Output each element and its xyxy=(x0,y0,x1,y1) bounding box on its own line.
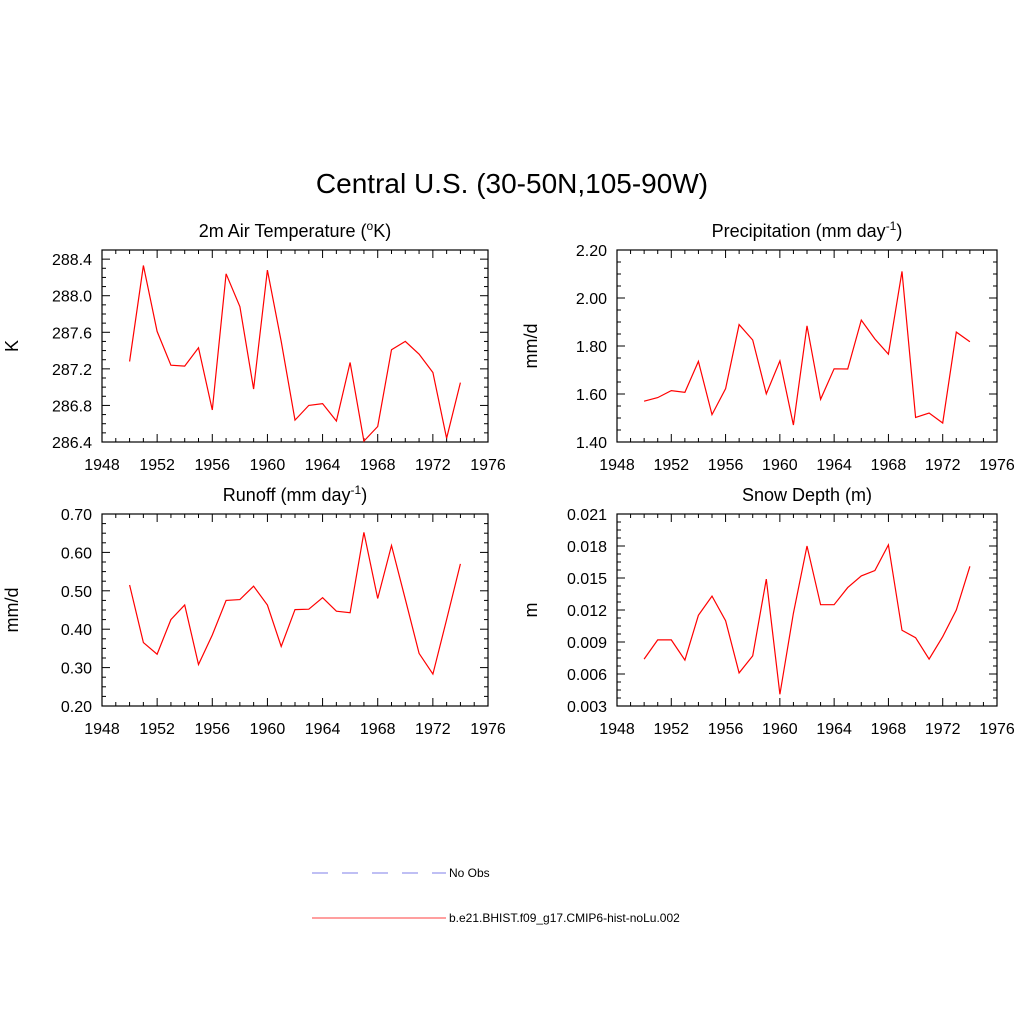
plot-frame xyxy=(616,513,998,707)
x-tick-label: 1952 xyxy=(653,721,689,738)
x-tick-label: 1948 xyxy=(599,457,635,474)
y-tick-label: 0.30 xyxy=(61,661,92,678)
series-line xyxy=(643,543,971,695)
panel-title: Snow Depth (m) xyxy=(742,485,872,505)
page-title: Central U.S. (30-50N,105-90W) xyxy=(315,168,709,199)
x-tick-label: 1960 xyxy=(762,721,798,738)
chart-air-temperature: 1948 1952 1956 1960 1964 1968 1972 1976 286.4 286… xyxy=(2,219,506,474)
legend-label-no-obs: No Obs xyxy=(449,866,490,880)
panel-title-main: Runoff (mm day xyxy=(223,485,351,505)
x-tick-label: 1960 xyxy=(762,457,798,474)
x-tick-label: 1972 xyxy=(925,721,961,738)
chart-precipitation: 1948 1952 1956 1960 1964 1968 1972 1976 1.40 1.60… xyxy=(521,219,1015,474)
y-axis-label: mm/d xyxy=(521,324,541,369)
y-axis-label: K xyxy=(2,340,22,352)
x-tick-label: 1964 xyxy=(816,721,852,738)
x-tick-label: 1964 xyxy=(305,457,341,474)
y-tick-label: 1.60 xyxy=(576,387,607,404)
x-tick-label: 1968 xyxy=(360,457,396,474)
y-tick-label: 287.6 xyxy=(52,325,92,342)
y-axis-label: mm/d xyxy=(2,588,22,633)
y-tick-label: 0.003 xyxy=(567,699,607,716)
y-tick-label: 1.40 xyxy=(576,435,607,452)
series-line xyxy=(643,271,971,426)
x-tick-label: 1968 xyxy=(871,721,907,738)
panel-title-end: ) xyxy=(896,221,902,241)
x-tick-label: 1956 xyxy=(708,721,744,738)
x-tick-label: 1976 xyxy=(470,457,506,474)
x-tick-label: 1960 xyxy=(250,721,286,738)
legend-label-model: b.e21.BHIST.f09_g17.CMIP6-hist-noLu.002 xyxy=(449,911,680,925)
y-tick-label: 2.00 xyxy=(576,291,607,308)
panel-title-superscript: -1 xyxy=(351,483,362,497)
x-tick-label: 1972 xyxy=(925,457,961,474)
x-tick-label: 1972 xyxy=(415,721,451,738)
y-tick-label: 288.0 xyxy=(52,289,92,306)
x-tick-label: 1952 xyxy=(653,457,689,474)
plot-frame xyxy=(101,249,489,443)
y-tick-label: 0.40 xyxy=(61,622,92,639)
chart-runoff: 1948 1952 1956 1960 1964 1968 1972 1976 0.20 0.30… xyxy=(2,483,506,738)
x-tick-label: 1956 xyxy=(194,457,230,474)
panel-title-main: Snow Depth (m) xyxy=(742,485,872,505)
x-tick-label: 1972 xyxy=(415,457,451,474)
y-tick-label: 0.021 xyxy=(567,507,607,524)
x-tick-label: 1964 xyxy=(816,457,852,474)
panel-title-superscript: -1 xyxy=(886,219,897,233)
y-tick-label: 286.8 xyxy=(52,398,92,415)
y-tick-label: 287.2 xyxy=(52,362,92,379)
panel-title-end: K) xyxy=(373,221,391,241)
x-tick-label: 1968 xyxy=(360,721,396,738)
x-tick-label: 1948 xyxy=(599,721,635,738)
x-tick-label: 1976 xyxy=(979,457,1015,474)
x-tick-label: 1968 xyxy=(871,457,907,474)
y-tick-label: 0.20 xyxy=(61,699,92,716)
y-tick-label: 0.006 xyxy=(567,667,607,684)
series-line xyxy=(129,265,461,443)
y-tick-label: 2.20 xyxy=(576,243,607,260)
x-tick-label: 1948 xyxy=(84,721,120,738)
x-tick-label: 1952 xyxy=(139,721,175,738)
y-tick-label: 0.50 xyxy=(61,584,92,601)
series-line xyxy=(129,532,461,676)
plot-frame xyxy=(616,249,998,443)
panel-title: Precipitation (mm day-1) xyxy=(712,219,903,241)
x-tick-label: 1948 xyxy=(84,457,120,474)
legend: No Obs b.e21.BHIST.f09_g17.CMIP6-hist-noL… xyxy=(312,866,680,925)
x-tick-label: 1964 xyxy=(305,721,341,738)
y-tick-label: 0.70 xyxy=(61,507,92,524)
y-tick-label: 0.015 xyxy=(567,571,607,588)
y-tick-label: 288.4 xyxy=(52,252,92,269)
y-axis-label: m xyxy=(521,603,541,618)
y-tick-label: 0.009 xyxy=(567,635,607,652)
x-tick-label: 1976 xyxy=(470,721,506,738)
y-tick-label: 0.018 xyxy=(567,539,607,556)
panel-title-end: ) xyxy=(361,485,367,505)
panel-title-main: Precipitation (mm day xyxy=(712,221,886,241)
y-tick-label: 1.80 xyxy=(576,339,607,356)
x-tick-label: 1960 xyxy=(250,457,286,474)
panel-title: 2m Air Temperature (oK) xyxy=(199,219,391,241)
x-tick-label: 1952 xyxy=(139,457,175,474)
y-tick-label: 0.60 xyxy=(61,545,92,562)
y-tick-label: 0.012 xyxy=(567,603,607,620)
panel-title: Runoff (mm day-1) xyxy=(223,483,367,505)
panel-title-superscript: o xyxy=(367,219,374,233)
x-tick-label: 1956 xyxy=(708,457,744,474)
y-tick-label: 286.4 xyxy=(52,435,92,452)
panel-title-main: 2m Air Temperature ( xyxy=(199,221,367,241)
chart-snow-depth: 1948 1952 1956 1960 1964 1968 1972 1976 0.003 0.0… xyxy=(521,485,1015,738)
x-tick-label: 1976 xyxy=(979,721,1015,738)
x-tick-label: 1956 xyxy=(194,721,230,738)
